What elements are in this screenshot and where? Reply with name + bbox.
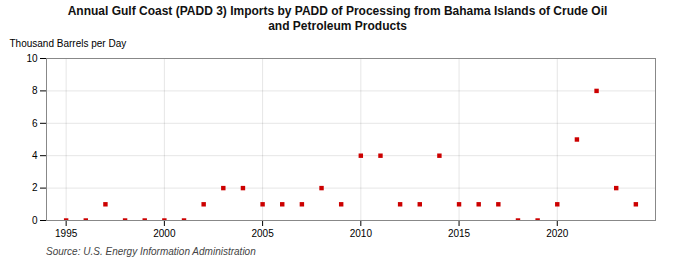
svg-text:2020: 2020 [546,228,569,239]
html-text:Annual Gulf Coast (PADD 3) Imp: Annual Gulf Coast (PADD 3) Imports by PA… [67,4,608,33]
svg-text:8: 8 [32,85,38,96]
svg-text:2010: 2010 [350,228,373,239]
svg-text:10: 10 [26,53,38,64]
svg-text:2000: 2000 [153,228,176,239]
svg-text:2: 2 [32,182,38,193]
svg-text:1995: 1995 [55,228,78,239]
html-text:Source: U.S. Energy Informatio: Source: U.S. Energy Information Administ… [46,246,256,257]
svg-text:2005: 2005 [251,228,274,239]
svg-text:2015: 2015 [448,228,471,239]
svg-text:4: 4 [32,150,38,161]
svg-text:6: 6 [32,118,38,129]
svg-text:0: 0 [32,215,38,226]
svg-text:Thousand Barrels per Day: Thousand Barrels per Day [10,38,127,49]
